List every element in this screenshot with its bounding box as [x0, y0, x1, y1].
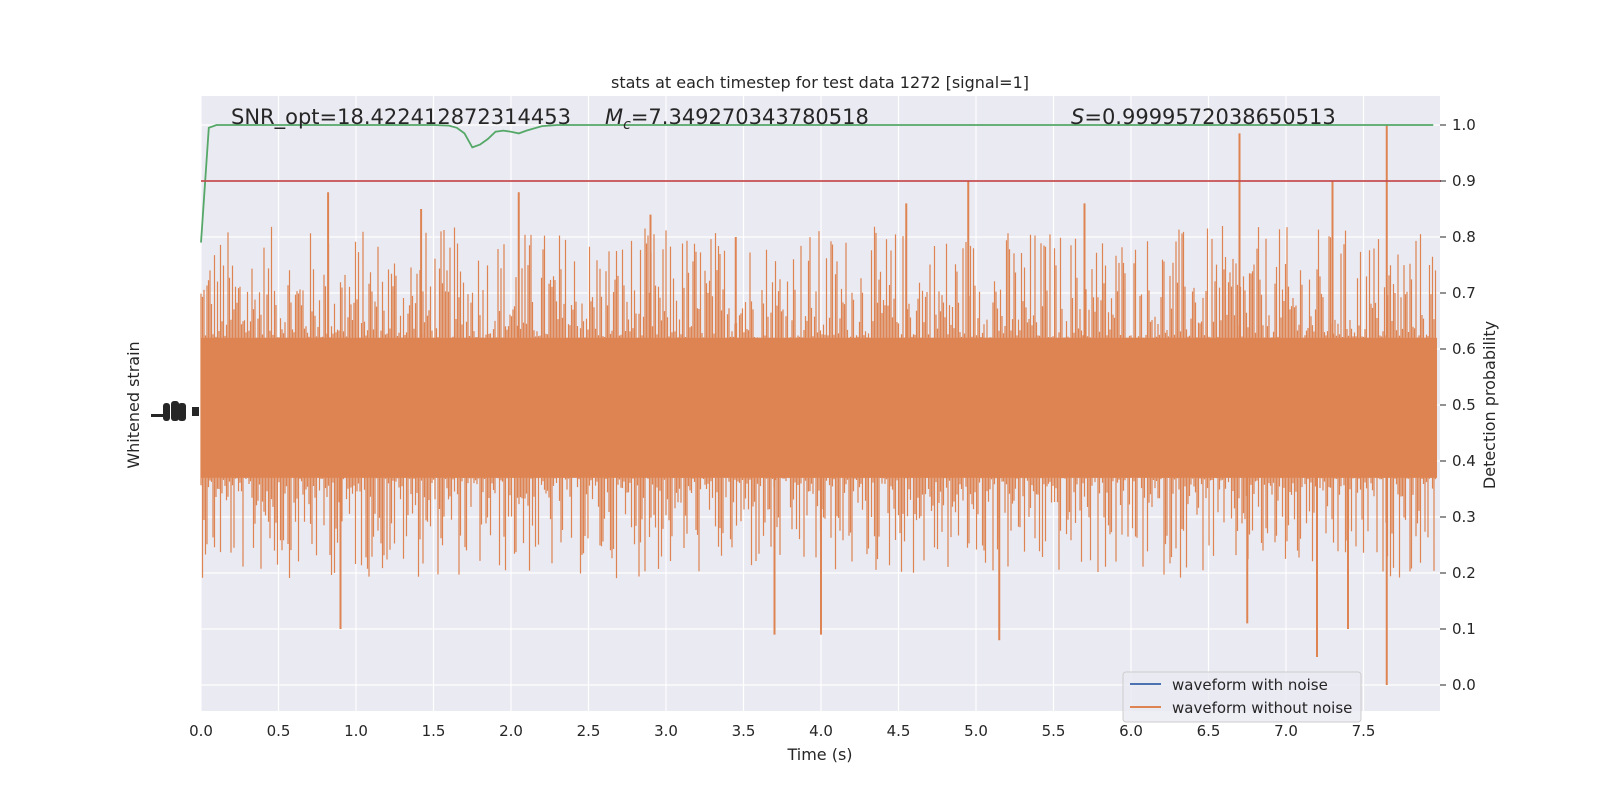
x-tick-label: 6.5: [1197, 722, 1221, 740]
y-tick-label: 0.8: [1452, 228, 1476, 246]
strain-noise-trace: [200, 226, 1437, 579]
legend-label-without-noise: waveform without noise: [1172, 699, 1352, 717]
x-tick-label: 0.0: [189, 722, 213, 740]
strain-series: [200, 125, 1437, 685]
x-tick-label: 1.0: [344, 722, 368, 740]
x-tick-label: 6.0: [1119, 722, 1143, 740]
s-symbol: S: [1071, 105, 1084, 129]
legend-label-with-noise: waveform with noise: [1172, 676, 1328, 694]
y-tick-label: 0.0: [1452, 676, 1476, 694]
legend-box: [1122, 671, 1362, 723]
legend: waveform with noise waveform without noi…: [1122, 671, 1362, 723]
x-axis-label: Time (s): [786, 745, 852, 764]
y-tick-label: 0.2: [1452, 564, 1476, 582]
statistic-annotation: S=0.9999572038650513: [1071, 105, 1336, 129]
s-value: =0.9999572038650513: [1084, 105, 1335, 129]
x-tick-label: 7.5: [1352, 722, 1376, 740]
x-tick-label: 0.5: [267, 722, 291, 740]
x-tick-label: 2.0: [499, 722, 523, 740]
chirp-mass-annotation: Mc=7.349270343780518: [605, 105, 869, 133]
probability-series: [200, 124, 1441, 243]
x-tick-label: 3.0: [654, 722, 678, 740]
chart-title: stats at each timestep for test data 127…: [611, 73, 1029, 92]
x-tick-label: 5.5: [1042, 722, 1066, 740]
x-tick-label: 5.0: [964, 722, 988, 740]
detection-probability-line: [200, 124, 1434, 243]
mc-subscript: c: [623, 117, 631, 133]
x-tick-label: 1.5: [422, 722, 446, 740]
left-y-axis-collapsed-ticks: [151, 401, 199, 421]
y-tick-label: 0.7: [1452, 284, 1476, 302]
right-y-axis-label: Detection probability: [1480, 321, 1499, 489]
x-tick-label: 4.0: [809, 722, 833, 740]
x-tick-label: 4.5: [887, 722, 911, 740]
right-y-axis-ticks: 0.0 0.1 0.2 0.3 0.4 0.5 0.6 0.7 0.8 0.9 1.0: [1440, 116, 1476, 694]
mc-symbol: M: [605, 105, 623, 129]
x-tick-label: 2.5: [577, 722, 601, 740]
snr-annotation: SNR_opt=18.422412872314453: [231, 105, 571, 130]
y-tick-label: 0.6: [1452, 340, 1476, 358]
y-tick-label: 0.9: [1452, 172, 1476, 190]
y-tick-label: 0.4: [1452, 452, 1476, 470]
y-tick-label: 0.5: [1452, 396, 1476, 414]
left-y-axis-label: Whitened strain: [124, 341, 143, 468]
x-axis-ticks: 0.0 0.5 1.0 1.5 2.0 2.5 3.0 3.5 4.0 4.5 5.0 5.5 6.0 6…: [189, 722, 1375, 740]
x-tick-label: 7.0: [1274, 722, 1298, 740]
y-tick-label: 0.1: [1452, 620, 1476, 638]
y-tick-label: 1.0: [1452, 116, 1476, 134]
y-tick-label: 0.3: [1452, 508, 1476, 526]
x-tick-label: 3.5: [732, 722, 756, 740]
mc-value: =7.349270343780518: [631, 105, 869, 129]
